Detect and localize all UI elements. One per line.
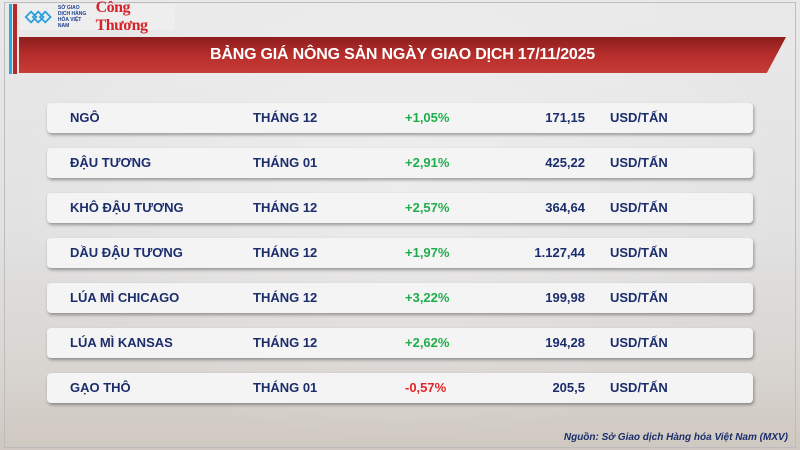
price-change: +1,97% (405, 245, 450, 260)
price-change: -0,57% (405, 380, 447, 395)
table-row: KHÔ ĐẬU TƯƠNG THÁNG 12 +2,57% 364,64 USD/TẤN (47, 193, 753, 223)
price-unit: USD/TẤN (610, 245, 668, 260)
price-unit: USD/TẤN (610, 110, 668, 125)
commodity-name: NGÔ (70, 110, 100, 125)
logo-bar: SỞ GIAO DỊCH HÀNG HÓA VIỆT NAM Công Thươ… (20, 0, 175, 34)
commodity-name: LÚA MÌ CHICAGO (70, 290, 180, 305)
table-row: DẦU ĐẬU TƯƠNG THÁNG 12 +1,97% 1.127,44 USD/T… (47, 238, 753, 268)
contract-month: THÁNG 12 (253, 245, 318, 260)
table-row: NGÔ THÁNG 12 +1,05% 171,15 USD/TẤN (47, 103, 753, 133)
price-change: +2,62% (405, 335, 450, 350)
price-unit: USD/TẤN (610, 155, 668, 170)
mxv-logo-icon (24, 10, 52, 24)
price-unit: USD/TẤN (610, 200, 668, 215)
price-change: +1,05% (405, 110, 450, 125)
decor-stripe-red (13, 4, 17, 74)
page-title: BẢNG GIÁ NÔNG SẢN NGÀY GIAO DỊCH 17/11/2… (210, 46, 595, 63)
price-value: 364,64 (545, 200, 585, 215)
price-change: +2,91% (405, 155, 450, 170)
price-value: 205,5 (552, 380, 585, 395)
mxv-logo-text: SỞ GIAO DỊCH HÀNG HÓA VIỆT NAM (57, 5, 87, 29)
commodity-name: GẠO THÔ (70, 380, 131, 395)
price-value: 194,28 (545, 335, 585, 350)
source-note: Nguồn: Sở Giao dịch Hàng hóa Việt Nam (M… (563, 432, 788, 443)
price-value: 1.127,44 (534, 245, 585, 260)
price-change: +2,57% (405, 200, 450, 215)
contract-month: THÁNG 12 (253, 290, 318, 305)
contract-month: THÁNG 01 (253, 380, 318, 395)
commodity-name: KHÔ ĐẬU TƯƠNG (70, 200, 184, 215)
contract-month: THÁNG 12 (253, 200, 318, 215)
title-banner: BẢNG GIÁ NÔNG SẢN NGÀY GIAO DỊCH 17/11/2… (19, 37, 786, 73)
commodity-name: DẦU ĐẬU TƯƠNG (70, 245, 183, 260)
commodity-name: LÚA MÌ KANSAS (70, 335, 173, 350)
table-row: LÚA MÌ CHICAGO THÁNG 12 +3,22% 199,98 USD/TẤ… (47, 283, 753, 313)
price-unit: USD/TẤN (610, 335, 668, 350)
decor-stripe-blue (9, 4, 12, 74)
table-row: GẠO THÔ THÁNG 01 -0,57% 205,5 USD/TẤN (47, 373, 753, 403)
price-change: +3,22% (405, 290, 450, 305)
contract-month: THÁNG 12 (253, 335, 318, 350)
table-row: ĐẬU TƯƠNG THÁNG 01 +2,91% 425,22 USD/TẤN (47, 148, 753, 178)
price-unit: USD/TẤN (610, 290, 668, 305)
price-value: 171,15 (545, 110, 585, 125)
table-row: LÚA MÌ KANSAS THÁNG 12 +2,62% 194,28 USD/TẤN (47, 328, 753, 358)
price-unit: USD/TẤN (610, 380, 668, 395)
contract-month: THÁNG 12 (253, 110, 318, 125)
congthuong-logo: Công Thương (95, 0, 148, 34)
contract-month: THÁNG 01 (253, 155, 318, 170)
price-value: 425,22 (545, 155, 585, 170)
price-value: 199,98 (545, 290, 585, 305)
commodity-name: ĐẬU TƯƠNG (70, 155, 152, 170)
